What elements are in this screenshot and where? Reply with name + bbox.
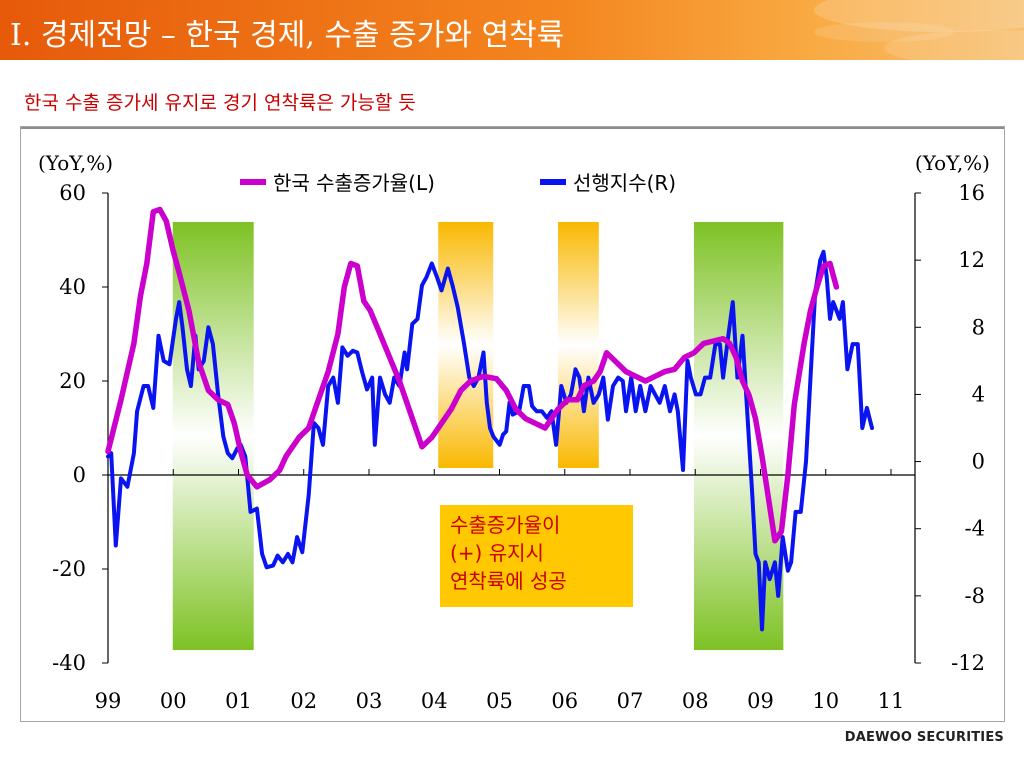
- x-tick-label: 07: [617, 689, 644, 713]
- right-tick-label: 12: [958, 248, 985, 272]
- chart-lines: [105, 206, 874, 632]
- x-tick-label: 00: [160, 689, 187, 713]
- x-tick-label: 99: [95, 689, 122, 713]
- x-tick-label: 09: [747, 689, 774, 713]
- callout-line-1: 수출증가율이: [450, 513, 560, 537]
- left-tick-label: 60: [59, 181, 86, 205]
- x-tick-label: 06: [551, 689, 578, 713]
- x-tick-label: 08: [682, 689, 709, 713]
- left-tick-label: 20: [59, 369, 86, 393]
- shaded-band-4: [693, 222, 784, 650]
- shaded-band-3: [558, 222, 599, 468]
- right-tick-label: 8: [972, 315, 985, 339]
- chart-legend: 한국 수출증가율(L) 선행지수(R): [240, 171, 676, 195]
- right-tick-label: -4: [965, 517, 985, 541]
- header-decoration-icon: [814, 0, 1024, 60]
- left-tick-label: -20: [52, 557, 86, 581]
- left-tick-label: 40: [59, 275, 86, 299]
- company-logo: DAEWOO SECURITIES: [844, 730, 1004, 745]
- left-tick-label: 0: [73, 463, 86, 487]
- x-tick-label: 01: [225, 689, 252, 713]
- right-tick-label: -12: [951, 651, 985, 675]
- legend-label-2: 선행지수(R): [573, 171, 676, 195]
- right-tick-label: 16: [958, 181, 985, 205]
- callout-line-3: 연착륙에 성공: [450, 569, 567, 593]
- x-tick-label: 03: [356, 689, 383, 713]
- x-tick-label: 02: [290, 689, 317, 713]
- callout-box: [440, 505, 633, 607]
- left-tick-label: -40: [52, 651, 86, 675]
- x-tick-label: 04: [421, 689, 448, 713]
- x-tick-label: 11: [878, 689, 905, 713]
- callout-line-2: (+) 유지시: [450, 541, 544, 565]
- legend-label-1: 한국 수출증가율(L): [273, 171, 435, 195]
- right-axis-label: (YoY,%): [915, 151, 990, 175]
- x-tick-label: 05: [486, 689, 513, 713]
- right-tick-label: 0: [972, 450, 985, 474]
- left-axis-label: (YoY,%): [38, 151, 113, 175]
- page-subtitle: 한국 수출 증가세 유지로 경기 연착륙은 가능할 듯: [24, 92, 416, 114]
- header-bar: I. 경제전망 – 한국 경제, 수출 증가와 연착륙: [0, 0, 1024, 60]
- page-title: I. 경제전망 – 한국 경제, 수출 증가와 연착륙: [10, 18, 565, 53]
- right-tick-label: 4: [972, 382, 985, 406]
- exports-growth-line: [105, 206, 840, 544]
- x-tick-label: 10: [812, 689, 839, 713]
- right-tick-label: -8: [965, 584, 985, 608]
